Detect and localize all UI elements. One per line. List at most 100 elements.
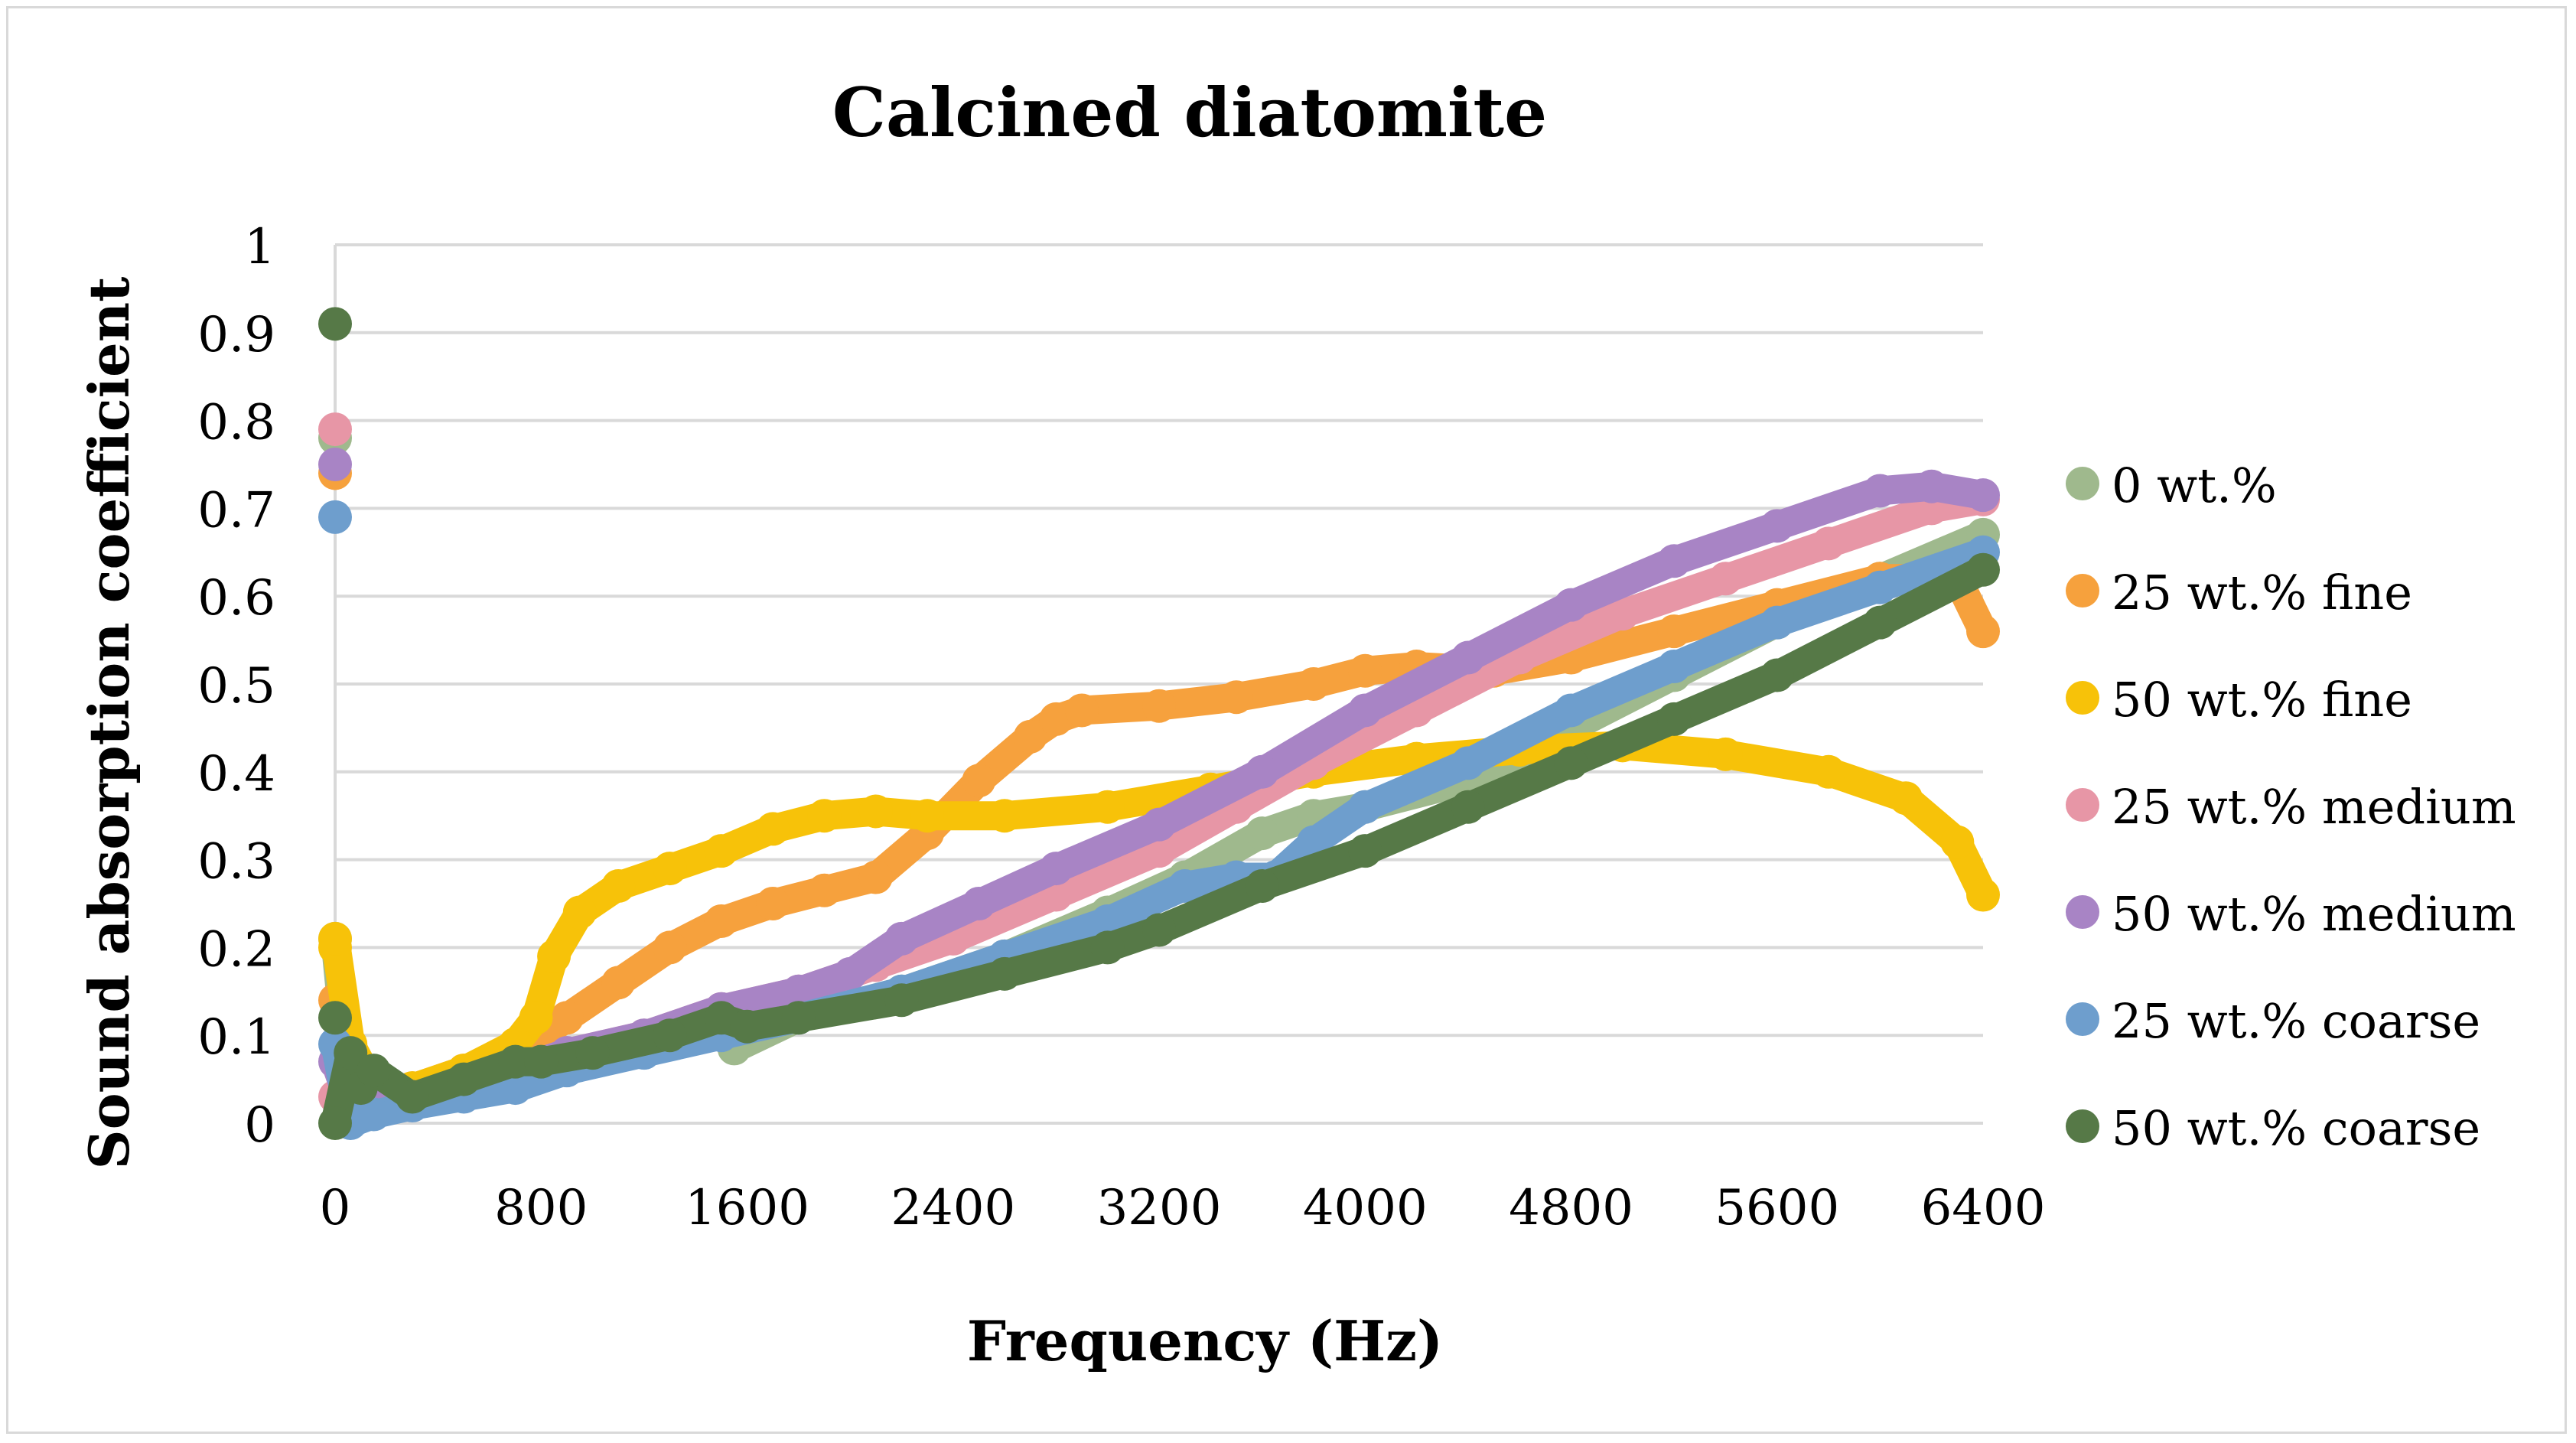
data-point: [962, 887, 996, 920]
legend-item: 25 wt.% medium: [2066, 779, 2516, 835]
y-tick-label: 0.1: [197, 1009, 275, 1066]
legend-label: 50 wt.% medium: [2112, 886, 2516, 942]
data-point: [1039, 852, 1073, 886]
data-point: [1812, 526, 1846, 561]
data-point: [1554, 588, 1588, 622]
data-point: [318, 412, 352, 447]
y-tick-label: 1: [244, 219, 275, 275]
data-point: [653, 1018, 687, 1053]
x-tick-label: 4800: [1509, 1180, 1633, 1236]
y-tick-label: 0.3: [197, 834, 275, 891]
data-point: [1451, 790, 1485, 824]
data-point: [1168, 869, 1202, 904]
data-point: [318, 921, 352, 956]
data-point: [653, 930, 687, 965]
data-point: [1966, 552, 2000, 587]
y-tick-label: 0.5: [197, 658, 275, 715]
data-point: [537, 939, 572, 973]
y-tick-label: 0: [244, 1097, 275, 1154]
data-point: [1554, 746, 1588, 780]
data-point: [1863, 474, 1897, 508]
data-point: [318, 1001, 352, 1035]
legend-marker: [2066, 467, 2099, 500]
data-point: [1605, 597, 1640, 631]
data-point: [653, 852, 687, 886]
data-point: [1219, 680, 1253, 715]
data-point: [1657, 650, 1692, 684]
data-point: [1657, 702, 1692, 736]
data-point: [1914, 469, 1949, 503]
y-tick-label: 0.6: [197, 570, 275, 627]
data-point: [1708, 737, 1743, 771]
data-point: [807, 873, 842, 907]
data-point: [1760, 605, 1794, 640]
legend: 0 wt.% 25 wt.% fine 50 wt.% fine 25 wt.% me…: [2066, 458, 2516, 1156]
data-point: [807, 799, 842, 833]
y-tick-label: 0.2: [197, 921, 275, 978]
legend-item: 25 wt.% fine: [2066, 565, 2412, 621]
data-point: [1812, 754, 1846, 789]
data-point: [1348, 834, 1382, 868]
data-point: [1245, 869, 1279, 904]
data-point: [704, 1001, 738, 1035]
data-point: [1348, 790, 1382, 824]
data-point: [575, 1036, 610, 1070]
data-point: [1760, 509, 1794, 543]
data-point: [1348, 653, 1382, 688]
data-point: [988, 956, 1022, 991]
x-tick-label: 1600: [685, 1180, 809, 1236]
legend-label: 25 wt.% medium: [2112, 779, 2516, 835]
data-point: [549, 1001, 584, 1035]
legend-marker: [2066, 1109, 2099, 1143]
data-point: [519, 1001, 553, 1035]
data-point: [1296, 667, 1330, 701]
data-point: [858, 794, 893, 829]
x-tick-label: 6400: [1921, 1180, 2046, 1236]
data-point: [1966, 878, 2000, 912]
data-point: [1708, 562, 1743, 596]
x-tick-label: 3200: [1097, 1180, 1222, 1236]
data-point: [833, 956, 868, 991]
legend-label: 25 wt.% coarse: [2112, 993, 2480, 1049]
data-point: [1760, 658, 1794, 692]
x-tick-label: 2400: [891, 1180, 1015, 1236]
data-point: [988, 799, 1022, 833]
y-tick-label: 0.7: [197, 482, 275, 539]
data-point: [601, 869, 636, 904]
y-axis-label: Sound absorption coefficient: [77, 277, 142, 1170]
legend-marker: [2066, 1002, 2099, 1036]
data-point: [962, 764, 996, 798]
data-point: [704, 834, 738, 868]
data-point: [357, 1097, 391, 1132]
data-point: [1657, 614, 1692, 649]
data-point: [318, 500, 352, 534]
data-point: [756, 812, 790, 846]
data-point: [1142, 689, 1176, 723]
data-point: [1657, 544, 1692, 578]
data-point: [704, 904, 738, 938]
data-point: [781, 974, 816, 1008]
y-tick-label: 0.4: [197, 746, 275, 803]
data-point: [1090, 790, 1125, 824]
legend-item: 50 wt.% fine: [2066, 672, 2412, 728]
data-point: [1348, 693, 1382, 728]
data-point: [1966, 478, 2000, 513]
x-tick-label: 4000: [1303, 1180, 1428, 1236]
y-tick-label: 0.9: [197, 307, 275, 363]
data-point: [395, 1080, 429, 1114]
data-point: [730, 1009, 764, 1044]
x-tick-labels: 0 800 1600 2400 3200 4000 4800 5600 6400: [320, 1180, 2046, 1236]
data-point: [318, 307, 352, 341]
x-tick-label: 0: [320, 1180, 351, 1236]
legend-marker: [2066, 681, 2099, 715]
legend-label: 50 wt.% fine: [2112, 672, 2412, 728]
y-tick-label: 0.8: [197, 395, 275, 451]
data-point: [1065, 693, 1099, 728]
data-point: [910, 799, 945, 833]
data-point: [756, 887, 790, 920]
data-point: [1245, 816, 1279, 851]
series-group: [318, 307, 2000, 1140]
data-point: [1142, 913, 1176, 947]
data-point: [498, 1044, 532, 1079]
